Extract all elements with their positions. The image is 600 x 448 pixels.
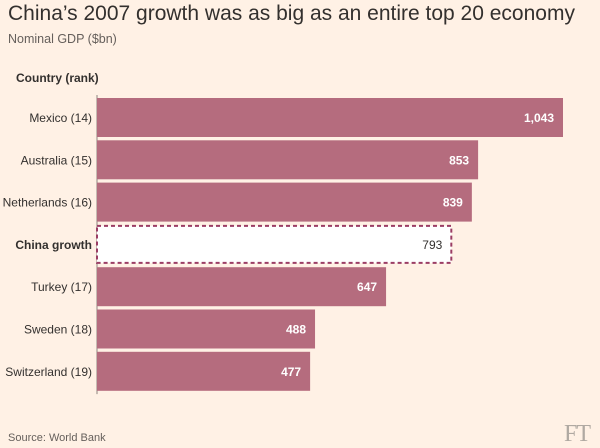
bar xyxy=(97,351,311,391)
bar xyxy=(97,182,472,222)
value-label: 839 xyxy=(443,196,463,210)
source-note: Source: World Bank xyxy=(8,432,106,444)
bar xyxy=(97,98,563,137)
value-label: 1,043 xyxy=(524,111,554,125)
bar xyxy=(97,267,387,307)
ft-logo: FT xyxy=(563,421,591,447)
value-label: 853 xyxy=(449,153,469,167)
value-label: 647 xyxy=(357,280,377,294)
category-label: Switzerland (19) xyxy=(5,365,92,379)
value-label: 477 xyxy=(281,365,301,379)
bar xyxy=(97,309,316,349)
category-axis-header: Country (rank) xyxy=(16,71,99,85)
value-label: 488 xyxy=(286,323,306,337)
bar-highlight xyxy=(96,224,453,264)
category-label: Australia (15) xyxy=(21,153,92,167)
category-label: Netherlands (16) xyxy=(3,196,92,210)
chart-subtitle: Nominal GDP ($bn) xyxy=(8,32,117,46)
category-label: Turkey (17) xyxy=(31,280,92,294)
category-label: Sweden (18) xyxy=(24,323,92,337)
bar xyxy=(97,140,479,180)
value-label: 793 xyxy=(422,238,442,252)
category-label: Mexico (14) xyxy=(29,111,92,125)
chart-title: China’s 2007 growth was as big as an ent… xyxy=(8,2,575,25)
category-label: China growth xyxy=(15,238,92,252)
